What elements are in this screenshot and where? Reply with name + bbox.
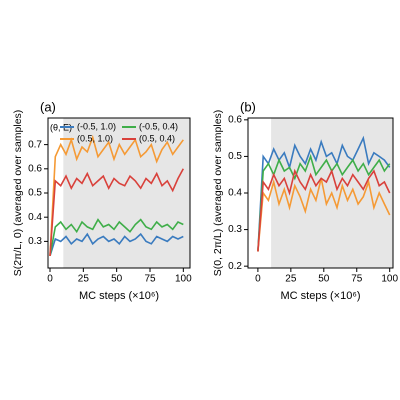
legend-label: (-0.5, 1.0) <box>77 121 116 131</box>
panel-label: (b) <box>240 99 256 114</box>
x-tick-label: 100 <box>175 274 192 285</box>
plot-frame <box>47 117 191 269</box>
y-tick-label: 0.3 <box>28 236 42 247</box>
series-line <box>257 153 391 252</box>
y-tick-label: 0.5 <box>28 188 42 199</box>
series-line <box>49 134 184 256</box>
legend-label: (0.5, 0.4) <box>139 133 175 143</box>
y-axis-label: S(0, 2π/L) (averaged over samples) <box>212 110 224 277</box>
y-tick-label: 0.3 <box>228 224 242 235</box>
x-tick-label: 25 <box>285 274 297 285</box>
panel-label: (a) <box>40 99 56 114</box>
x-tick-label: 75 <box>144 274 156 285</box>
y-axis-label: S(2π/L, 0) (averaged over samples) <box>12 110 24 277</box>
legend-label: (0.5, 1.0) <box>77 133 113 143</box>
x-tick-label: 0 <box>255 274 261 285</box>
x-axis-label: MC steps (×10⁶) <box>280 290 360 302</box>
series-line <box>257 168 391 252</box>
x-tick-label: 100 <box>381 274 398 285</box>
shaded-region <box>63 118 191 268</box>
y-tick-label: 0.4 <box>28 212 42 223</box>
series-line <box>49 218 184 257</box>
series-line <box>257 135 391 252</box>
legend-label: (-0.5, 0.4) <box>139 121 178 131</box>
y-tick-label: 0.2 <box>228 261 242 272</box>
x-tick-label: 25 <box>78 274 90 285</box>
series-line <box>49 232 184 257</box>
y-tick-label: 0.5 <box>228 151 242 162</box>
y-tick-label: 0.7 <box>28 139 42 150</box>
y-tick-label: 0.6 <box>28 163 42 174</box>
y-tick-label: 0.4 <box>228 188 242 199</box>
plot-frame <box>247 117 394 269</box>
x-tick-label: 0 <box>47 274 53 285</box>
x-tick-label: 50 <box>111 274 123 285</box>
x-tick-label: 75 <box>351 274 363 285</box>
y-tick-label: 0.6 <box>228 114 242 125</box>
x-axis-label: MC steps (×10⁶) <box>79 290 159 302</box>
series-line <box>49 168 185 256</box>
series-line <box>257 178 391 252</box>
x-tick-label: 50 <box>318 274 330 285</box>
